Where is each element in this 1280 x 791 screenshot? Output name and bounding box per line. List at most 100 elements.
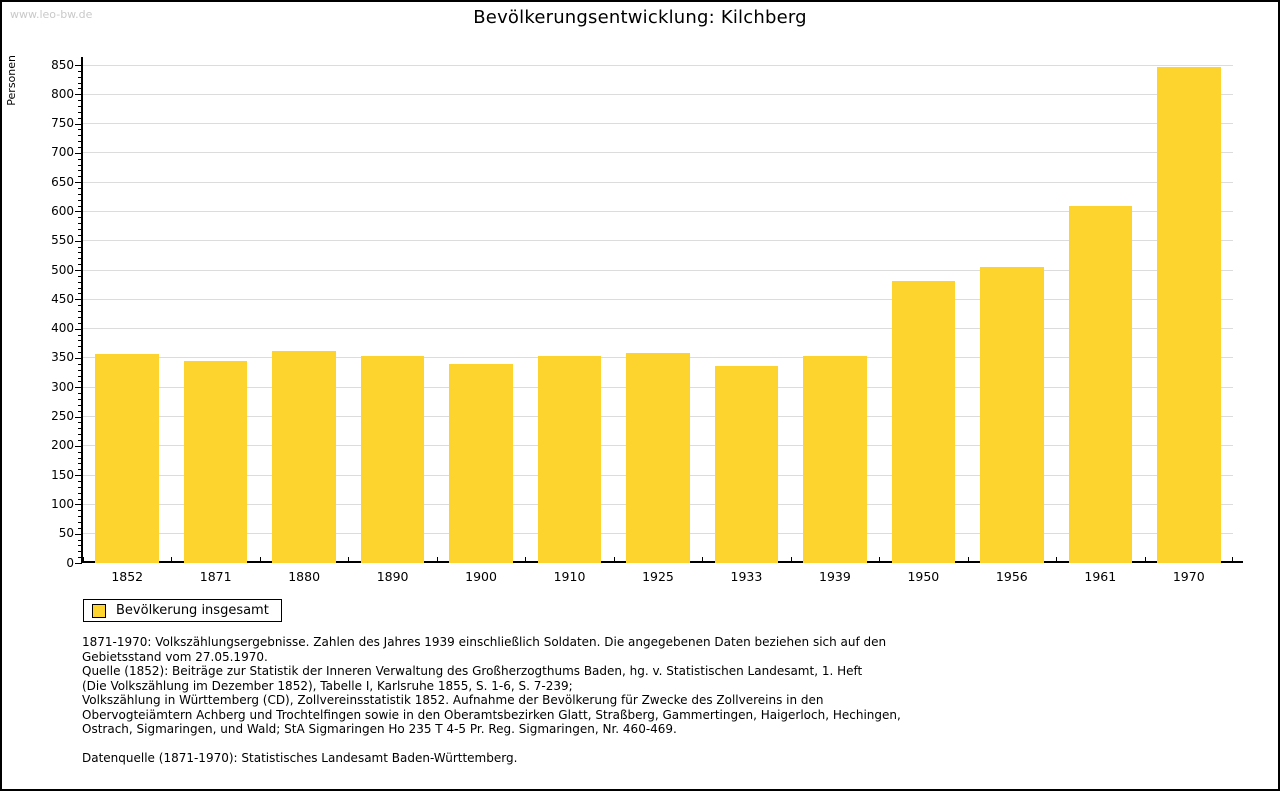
y-axis-label-800: 800: [51, 86, 74, 101]
y-axis-minor-tick: [78, 480, 82, 482]
y-axis-label-50: 50: [58, 526, 74, 541]
y-axis-minor-tick: [78, 164, 82, 166]
y-axis-minor-tick: [78, 381, 82, 383]
y-axis-minor-tick: [78, 76, 82, 78]
bar-1900: [449, 363, 513, 563]
y-axis-minor-tick: [78, 551, 82, 553]
x-axis-tick: [879, 557, 881, 563]
gridline-550: [83, 240, 1233, 242]
y-axis-minor-tick: [78, 176, 82, 178]
x-axis-tick: [525, 557, 527, 563]
bar-1956: [980, 267, 1044, 563]
bar-1939: [803, 356, 867, 563]
gridline-500: [83, 269, 1233, 271]
y-axis-minor-tick: [78, 252, 82, 254]
y-axis-label-600: 600: [51, 203, 74, 218]
legend-color-swatch: [92, 603, 106, 618]
x-axis-tick: [348, 557, 350, 563]
y-axis-minor-tick: [78, 545, 82, 547]
chart-title: Bevölkerungsentwicklung: Kilchberg: [473, 7, 807, 28]
y-axis-line: [81, 57, 83, 563]
source-note-line: Gebietsstand vom 27.05.1970.: [82, 649, 268, 664]
y-axis-major-tick: [75, 328, 82, 330]
y-axis-minor-tick: [78, 281, 82, 283]
y-axis-minor-tick: [78, 305, 82, 307]
x-axis-label-1925: 1925: [642, 569, 674, 584]
y-axis-minor-tick: [78, 223, 82, 225]
x-axis-tick: [967, 557, 969, 563]
y-axis-major-tick: [75, 240, 82, 242]
y-axis-major-tick: [75, 387, 82, 389]
y-axis-major-tick: [75, 445, 82, 447]
x-axis-label-1961: 1961: [1084, 569, 1117, 584]
y-axis-minor-tick: [78, 82, 82, 84]
y-axis-minor-tick: [78, 527, 82, 529]
y-axis-minor-tick: [78, 410, 82, 412]
gridline-800: [83, 93, 1233, 95]
source-note-line: 1871-1970: Volkszählungsergebnisse. Zahl…: [82, 635, 887, 649]
x-axis-label-1900: 1900: [465, 569, 497, 584]
y-axis-label-150: 150: [51, 467, 74, 482]
y-axis-minor-tick: [78, 311, 82, 313]
y-axis-minor-tick: [78, 363, 82, 365]
y-axis-minor-tick: [78, 422, 82, 424]
x-axis-label-1871: 1871: [199, 569, 232, 584]
source-note-line: [82, 737, 901, 752]
y-axis-minor-tick: [78, 469, 82, 471]
y-axis-minor-tick: [78, 334, 82, 336]
y-axis-minor-tick: [78, 428, 82, 430]
x-axis-label-1956: 1956: [995, 569, 1028, 584]
gridline-400: [83, 328, 1233, 330]
legend-label: Bevölkerung insgesamt: [116, 603, 269, 618]
y-axis-minor-tick: [78, 293, 82, 295]
x-axis-label-1950: 1950: [907, 569, 940, 584]
y-axis-label-0: 0: [66, 555, 74, 570]
x-axis-tick: [171, 557, 173, 563]
y-axis-label-200: 200: [51, 438, 74, 453]
y-axis-minor-tick: [78, 398, 82, 400]
y-axis-minor-tick: [78, 258, 82, 260]
y-axis-label-850: 850: [51, 57, 74, 72]
x-axis-label-1939: 1939: [819, 569, 851, 584]
y-axis-minor-tick: [78, 516, 82, 518]
y-axis-label-250: 250: [51, 409, 74, 424]
y-axis-minor-tick: [78, 539, 82, 541]
y-axis-major-tick: [75, 563, 82, 564]
y-axis-major-tick: [75, 152, 82, 154]
y-axis-minor-tick: [78, 451, 82, 453]
x-axis-label-1852: 1852: [111, 569, 144, 584]
y-axis-major-tick: [75, 182, 82, 184]
bar-1910: [537, 356, 602, 563]
bar-1950: [891, 281, 956, 563]
gridline-750: [83, 123, 1233, 125]
bar-1933: [714, 365, 779, 563]
y-axis-label-550: 550: [51, 233, 74, 248]
y-axis-minor-tick: [78, 129, 82, 131]
y-axis-minor-tick: [78, 100, 82, 102]
y-axis-major-tick: [75, 65, 82, 66]
y-axis-label-700: 700: [51, 145, 74, 160]
gridline-850: [83, 64, 1233, 66]
bar-1871: [183, 361, 248, 563]
y-axis-major-tick: [75, 299, 82, 301]
y-axis-minor-tick: [78, 88, 82, 90]
gridline-700: [83, 152, 1233, 154]
y-axis-label-750: 750: [51, 116, 74, 131]
y-axis-minor-tick: [78, 322, 82, 324]
y-axis-minor-tick: [78, 404, 82, 406]
source-note-line: Ostrach, Sigmaringen, und Wald; StA Sigm…: [82, 722, 677, 736]
y-axis-major-tick: [75, 211, 82, 213]
y-axis-minor-tick: [78, 217, 82, 219]
y-axis-minor-tick: [78, 70, 82, 72]
y-axis-minor-tick: [78, 193, 82, 195]
y-axis-minor-tick: [78, 439, 82, 441]
y-axis-major-tick: [75, 270, 82, 272]
gridline-450: [83, 298, 1233, 300]
source-note-line: (Die Volkszählung im Dezember 1852), Tab…: [82, 678, 573, 693]
x-axis-label-1890: 1890: [376, 569, 409, 584]
plot-area: [83, 64, 1233, 563]
y-axis-minor-tick: [78, 199, 82, 201]
y-axis-minor-tick: [78, 316, 82, 318]
x-axis-label-1880: 1880: [288, 569, 321, 584]
y-axis-label-100: 100: [51, 496, 74, 511]
